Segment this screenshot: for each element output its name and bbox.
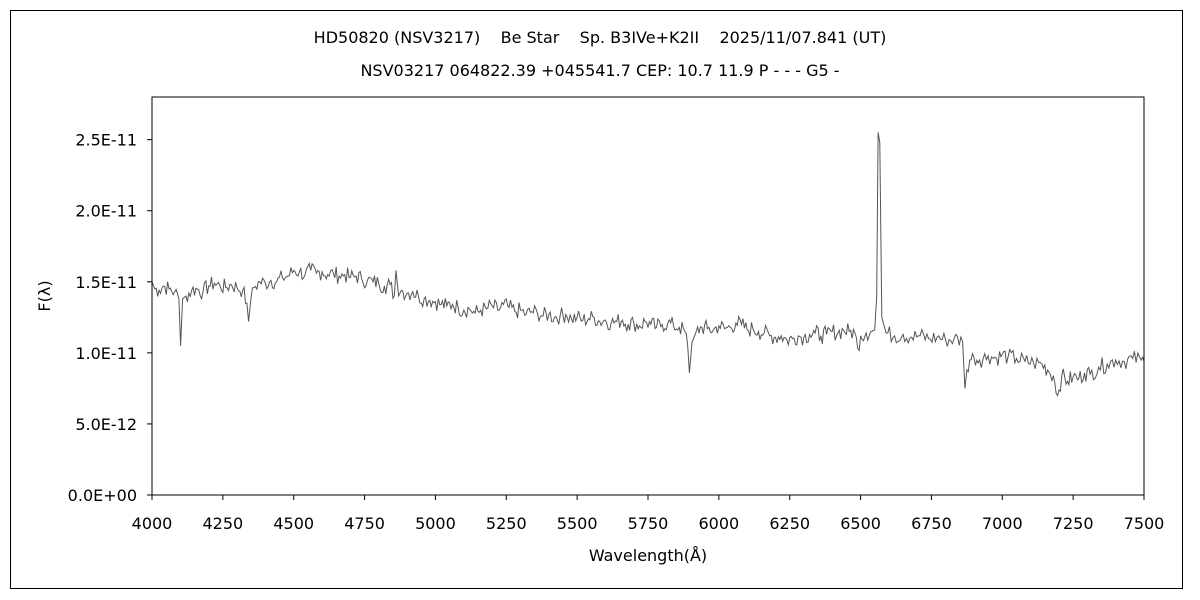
x-tick-label: 6250 [769,514,810,533]
chart-subtitle: NSV03217 064822.39 +045541.7 CEP: 10.7 1… [360,61,840,80]
x-tick-label: 5750 [628,514,669,533]
y-axis-label: F(λ) [35,280,54,311]
y-tick-label: 2.5E-11 [75,131,137,150]
y-tick-label: 2.0E-11 [75,202,137,221]
plot-area [151,96,1145,496]
chart-title: HD50820 (NSV3217) Be Star Sp. B3IVe+K2II… [313,28,887,47]
x-tick-label: 5000 [415,514,456,533]
y-tick-label: 5.0E-12 [75,415,137,434]
x-tick-label: 5250 [486,514,527,533]
x-tick-label: 4250 [202,514,243,533]
y-axis-ticks: 0.0E+00 5.0E-12 1.0E-11 1.5E-11 2.0E-11 2.5E-… [68,131,152,505]
x-tick-label: 7250 [1053,514,1094,533]
spectrum-line [151,132,1145,397]
x-tick-label: 5500 [557,514,598,533]
y-tick-label: 0.0E+00 [68,486,137,505]
x-tick-label: 6750 [911,514,952,533]
x-tick-label: 4000 [132,514,173,533]
x-axis-ticks: 4000 4250 4500 4750 5000 5250 5500 5750 6000 6250… [132,495,1165,533]
chart-frame [10,10,1183,589]
x-tick-label: 6000 [698,514,739,533]
x-tick-label: 4750 [344,514,385,533]
x-tick-label: 7500 [1124,514,1165,533]
x-axis-label: Wavelength(Å) [589,546,707,565]
x-tick-label: 4500 [273,514,314,533]
y-tick-label: 1.0E-11 [75,344,137,363]
x-tick-label: 6500 [840,514,881,533]
x-tick-label: 7000 [982,514,1023,533]
y-tick-label: 1.5E-11 [75,273,137,292]
